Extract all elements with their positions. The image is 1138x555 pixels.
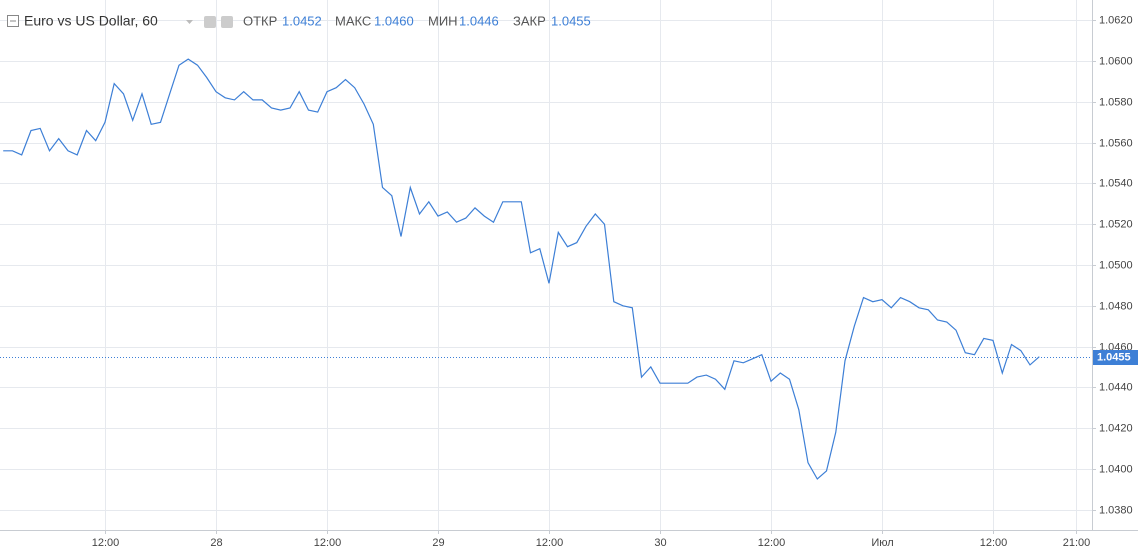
y-tick-label: 1.0380	[1099, 504, 1133, 516]
y-tick-label: 1.0440	[1099, 381, 1133, 393]
ohlc-value: 1.0446	[459, 13, 499, 28]
chart-title: Euro vs US Dollar, 60	[24, 13, 158, 29]
ohlc-label: МИН	[428, 13, 458, 28]
dropdown-arrow[interactable]	[186, 20, 193, 24]
y-tick-label: 1.0560	[1099, 137, 1133, 149]
settings-icon[interactable]	[221, 16, 233, 28]
y-tick-label: 1.0580	[1099, 96, 1133, 108]
x-tick-label: 12:00	[314, 537, 342, 549]
x-tick-label: Июл	[871, 537, 893, 549]
y-tick-label: 1.0520	[1099, 218, 1133, 230]
x-tick-label: 30	[654, 537, 666, 549]
ohlc-label: ОТКР	[243, 13, 277, 28]
y-tick-label: 1.0400	[1099, 463, 1133, 475]
x-tick-label: 12:00	[92, 537, 120, 549]
y-tick-label: 1.0500	[1099, 259, 1133, 271]
settings-icon[interactable]	[204, 16, 216, 28]
x-tick-label: 29	[432, 537, 444, 549]
x-tick-label: 12:00	[980, 537, 1008, 549]
y-tick-label: 1.0540	[1099, 177, 1133, 189]
y-tick-label: 1.0600	[1099, 55, 1133, 67]
y-tick-label: 1.0420	[1099, 422, 1133, 434]
last-price-label: 1.0455	[1097, 351, 1131, 363]
x-tick-label: 12:00	[758, 537, 786, 549]
ohlc-label: ЗАКР	[513, 13, 546, 28]
last-price-tag	[1093, 350, 1138, 365]
y-tick-label: 1.0620	[1099, 14, 1133, 26]
ohlc-value: 1.0460	[374, 13, 414, 28]
ohlc-value: 1.0452	[282, 13, 322, 28]
x-tick-label: 28	[210, 537, 222, 549]
ohlc-label: МАКС	[335, 13, 371, 28]
x-tick-label: 21:00	[1063, 537, 1091, 549]
plot	[0, 58, 1092, 480]
header: Euro vs US Dollar, 60 ОТКР 1.0452 МАКС 1…	[7, 13, 591, 29]
price-line	[3, 58, 1040, 480]
grid	[0, 0, 1092, 530]
ohlc-value: 1.0455	[551, 13, 591, 28]
x-tick-label: 12:00	[536, 537, 564, 549]
y-tick-label: 1.0480	[1099, 300, 1133, 312]
